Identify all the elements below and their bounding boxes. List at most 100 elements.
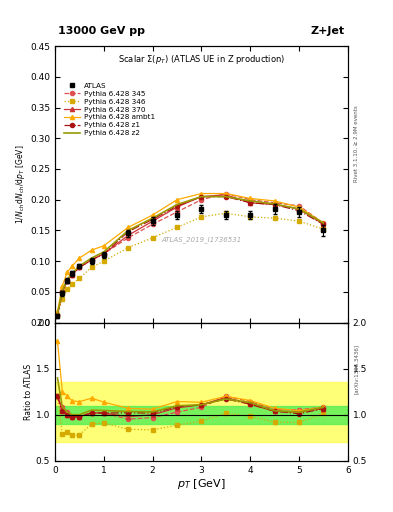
Text: 13000 GeV pp: 13000 GeV pp (58, 27, 145, 36)
Pythia 6.428 ambt1 (174, 197, 179, 203)
Pythia 6.428 z1 (224, 194, 228, 200)
Pythia 6.428 z2 (55, 311, 60, 317)
Pythia 6.428 345 (65, 276, 70, 283)
Text: Z+Jet: Z+Jet (311, 27, 345, 36)
Pythia 6.428 z2 (89, 255, 94, 261)
Pythia 6.428 z1 (70, 271, 74, 278)
Pythia 6.428 345 (297, 203, 301, 209)
Pythia 6.428 370 (199, 194, 204, 200)
Pythia 6.428 z2 (65, 276, 70, 283)
Pythia 6.428 z1 (60, 289, 65, 295)
Pythia 6.428 ambt1 (101, 243, 106, 249)
Line: Pythia 6.428 z1: Pythia 6.428 z1 (55, 195, 325, 317)
Pythia 6.428 ambt1 (150, 212, 155, 218)
Pythia 6.428 z2 (150, 215, 155, 221)
Pythia 6.428 ambt1 (89, 247, 94, 253)
Pythia 6.428 ambt1 (224, 190, 228, 197)
Pythia 6.428 ambt1 (321, 220, 326, 226)
Pythia 6.428 z1 (126, 228, 130, 234)
Pythia 6.428 345 (77, 264, 82, 270)
Pythia 6.428 z1 (150, 216, 155, 222)
Pythia 6.428 370 (101, 251, 106, 257)
Pythia 6.428 z2 (272, 201, 277, 207)
Text: Rivet 3.1.10, ≥ 2.9M events: Rivet 3.1.10, ≥ 2.9M events (354, 105, 359, 182)
Pythia 6.428 370 (297, 206, 301, 212)
Pythia 6.428 370 (65, 278, 70, 284)
Pythia 6.428 370 (224, 191, 228, 198)
Pythia 6.428 370 (321, 221, 326, 227)
Pythia 6.428 346 (60, 296, 65, 302)
Pythia 6.428 ambt1 (248, 196, 253, 202)
Pythia 6.428 370 (70, 271, 74, 278)
Pythia 6.428 346 (321, 226, 326, 232)
Pythia 6.428 345 (224, 190, 228, 197)
Line: Pythia 6.428 370: Pythia 6.428 370 (55, 193, 325, 317)
Text: Scalar $\Sigma(p_T)$ (ATLAS UE in Z production): Scalar $\Sigma(p_T)$ (ATLAS UE in Z prod… (118, 53, 285, 66)
Pythia 6.428 z1 (272, 202, 277, 208)
Pythia 6.428 z1 (89, 257, 94, 263)
Pythia 6.428 z1 (55, 312, 60, 318)
Pythia 6.428 z1 (199, 194, 204, 200)
Legend: ATLAS, Pythia 6.428 345, Pythia 6.428 346, Pythia 6.428 370, Pythia 6.428 ambt1,: ATLAS, Pythia 6.428 345, Pythia 6.428 34… (64, 83, 155, 136)
Pythia 6.428 z1 (248, 200, 253, 206)
Pythia 6.428 z2 (60, 288, 65, 294)
Pythia 6.428 370 (150, 218, 155, 224)
Pythia 6.428 z2 (321, 220, 326, 226)
Pythia 6.428 370 (55, 312, 60, 318)
Pythia 6.428 z1 (297, 208, 301, 214)
Pythia 6.428 ambt1 (55, 308, 60, 314)
Y-axis label: $1/N_\mathrm{ch}\,\mathrm{d}N_\mathrm{ch}/\mathrm{d}p_T$ [GeV]: $1/N_\mathrm{ch}\,\mathrm{d}N_\mathrm{ch… (14, 145, 27, 224)
Pythia 6.428 ambt1 (77, 255, 82, 261)
Pythia 6.428 346 (65, 286, 70, 292)
Y-axis label: Ratio to ATLAS: Ratio to ATLAS (24, 364, 33, 420)
Pythia 6.428 346 (89, 264, 94, 270)
Pythia 6.428 345 (150, 221, 155, 227)
Pythia 6.428 z2 (101, 249, 106, 255)
Pythia 6.428 370 (272, 202, 277, 208)
Pythia 6.428 346 (70, 282, 74, 288)
Pythia 6.428 z1 (321, 221, 326, 227)
Pythia 6.428 z2 (297, 206, 301, 212)
Pythia 6.428 345 (321, 220, 326, 226)
Line: Pythia 6.428 z2: Pythia 6.428 z2 (57, 197, 323, 314)
X-axis label: $p_T$ [GeV]: $p_T$ [GeV] (177, 477, 226, 492)
Pythia 6.428 346 (199, 214, 204, 220)
Pythia 6.428 345 (101, 251, 106, 257)
Pythia 6.428 ambt1 (60, 283, 65, 289)
Pythia 6.428 ambt1 (199, 190, 204, 197)
Pythia 6.428 346 (126, 245, 130, 251)
Line: Pythia 6.428 ambt1: Pythia 6.428 ambt1 (55, 191, 325, 313)
Pythia 6.428 346 (101, 258, 106, 264)
Pythia 6.428 z2 (126, 227, 130, 233)
Pythia 6.428 370 (60, 289, 65, 295)
Pythia 6.428 345 (70, 271, 74, 278)
Pythia 6.428 345 (89, 257, 94, 263)
Pythia 6.428 370 (174, 204, 179, 210)
Pythia 6.428 370 (77, 264, 82, 270)
Pythia 6.428 345 (55, 312, 60, 318)
Pythia 6.428 346 (272, 215, 277, 221)
Pythia 6.428 346 (248, 214, 253, 220)
Pythia 6.428 345 (174, 209, 179, 215)
Pythia 6.428 346 (224, 210, 228, 216)
Pythia 6.428 z1 (101, 251, 106, 257)
Pythia 6.428 z2 (199, 194, 204, 200)
Pythia 6.428 370 (126, 232, 130, 239)
Pythia 6.428 ambt1 (297, 204, 301, 210)
Line: Pythia 6.428 346: Pythia 6.428 346 (55, 211, 325, 317)
Pythia 6.428 346 (55, 312, 60, 318)
Pythia 6.428 ambt1 (65, 269, 70, 275)
Pythia 6.428 z2 (77, 263, 82, 269)
Pythia 6.428 ambt1 (272, 198, 277, 204)
Pythia 6.428 ambt1 (126, 224, 130, 230)
Pythia 6.428 ambt1 (70, 263, 74, 269)
Pythia 6.428 345 (60, 288, 65, 294)
Pythia 6.428 346 (77, 275, 82, 282)
Text: [arXiv:1306.3436]: [arXiv:1306.3436] (354, 344, 359, 394)
Pythia 6.428 z1 (65, 278, 70, 284)
Pythia 6.428 345 (126, 234, 130, 241)
Pythia 6.428 345 (272, 200, 277, 206)
Pythia 6.428 345 (248, 197, 253, 203)
Pythia 6.428 z2 (174, 202, 179, 208)
Text: ATLAS_2019_I1736531: ATLAS_2019_I1736531 (161, 236, 242, 243)
